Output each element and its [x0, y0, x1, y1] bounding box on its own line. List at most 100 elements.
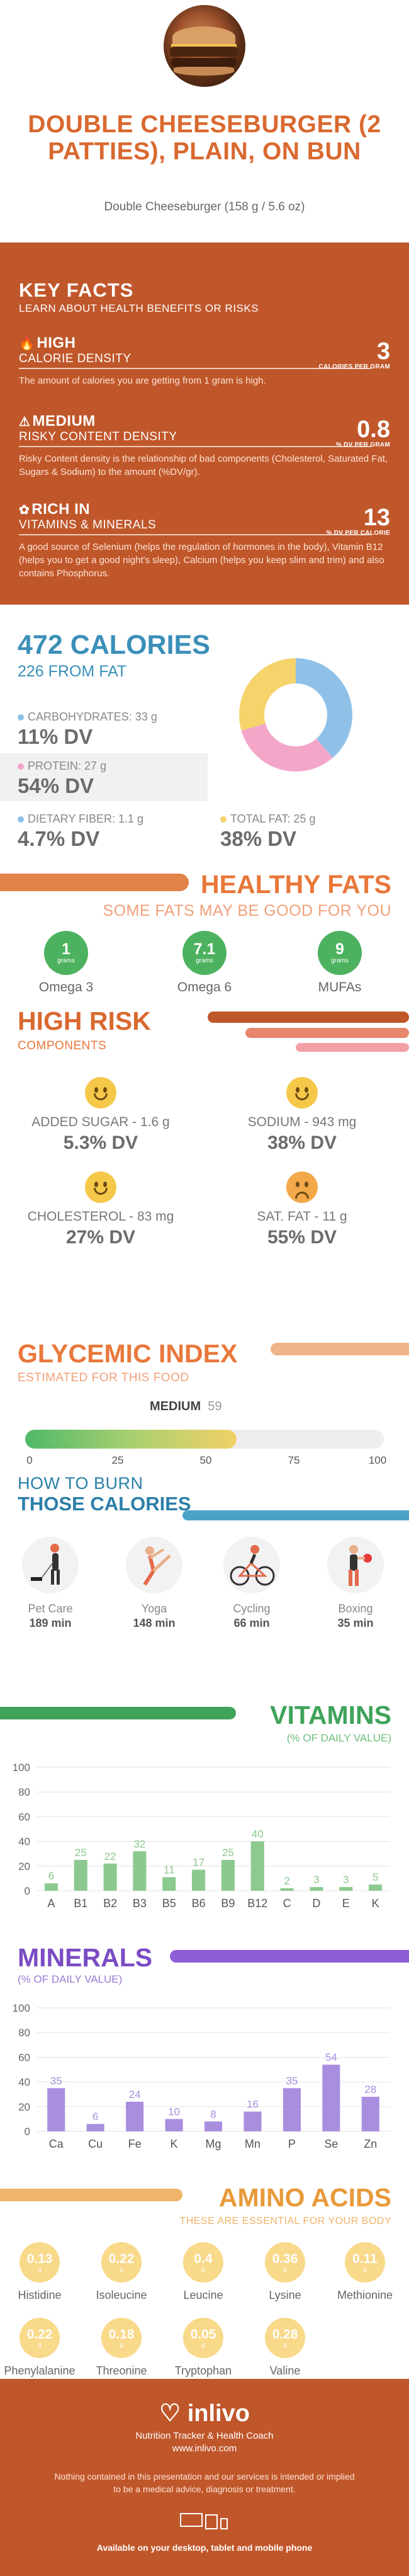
amino-acid-badge: 0.05 g [183, 2318, 223, 2358]
amino-acid-item: 0.18 g Threonine [84, 2318, 159, 2378]
footer-availability: Available on your desktop, tablet and mo… [96, 2543, 313, 2553]
vitamin-bar [133, 1851, 147, 1891]
amino-acid-item: 0.36 g Lysine [247, 2242, 323, 2302]
mineral-bar-value: 54 [325, 2051, 337, 2063]
amino-acid-label: Valine [269, 2364, 301, 2377]
mineral-bar-value: 10 [168, 2106, 180, 2117]
fat-unit: grams [331, 957, 349, 964]
vitamin-category-label: B12 [247, 1897, 267, 1910]
amino-acid-item: 0.4 g Leucine [165, 2242, 241, 2302]
vitamin-bar [339, 1887, 353, 1891]
logo: ♡ inlivo [0, 2399, 409, 2427]
mineral-bar [322, 2065, 340, 2131]
amino-acid-unit: g [38, 2341, 42, 2349]
mineral-bar [204, 2121, 223, 2131]
vitamin-bar [250, 1841, 264, 1891]
glycemic-tick: 100 [368, 1454, 387, 1466]
amino-acid-label: Histidine [18, 2289, 62, 2301]
vitamins-chart: 0204060801006A25B122B232B311B517B625B940… [13, 1762, 390, 1910]
vitamin-bar-value: 3 [313, 1874, 319, 1886]
amino-acid-value: 0.11 [352, 2251, 378, 2266]
mineral-bar [47, 2088, 65, 2131]
vitamin-y-tick: 40 [18, 1836, 30, 1848]
food-photo [164, 5, 245, 87]
vitamin-bar [74, 1860, 87, 1891]
mineral-category-label: K [171, 2138, 178, 2150]
fiber-dot-icon [18, 816, 24, 823]
minerals-subtitle: (% OF DAILY VALUE) [18, 1973, 123, 1985]
mineral-category-label: Fe [128, 2138, 142, 2150]
key-facts-section: KEY FACTS LEARN ABOUT HEALTH BENEFITS OR… [0, 242, 409, 605]
macro-donut-chart [236, 655, 356, 775]
vitamins-band [0, 1707, 236, 1719]
mineral-bar-value: 16 [247, 2099, 259, 2111]
risk-label: CHOLESTEROL - 83 mg [27, 1209, 174, 1224]
key-fact-value: 13 [363, 504, 390, 531]
amino-acid-value: 0.36 [272, 2251, 298, 2266]
glycemic-scale-fill [25, 1430, 237, 1449]
amino-acid-badge: 0.13 g [20, 2242, 60, 2282]
mineral-category-label: Mg [205, 2138, 221, 2150]
amino-acid-item: 0.13 g Histidine [2, 2242, 77, 2302]
amino-acid-badge: 0.22 g [20, 2318, 60, 2358]
activity-minutes: 35 min [337, 1617, 374, 1629]
macro-protein: PROTEIN: 27 g 54% DV [18, 760, 106, 798]
macro-label: TOTAL FAT: 25 g [230, 812, 316, 825]
activity-yoga: Yoga 148 min [113, 1537, 195, 1630]
vitamins-title: VITAMINS [270, 1701, 391, 1730]
vitamin-bar [369, 1884, 383, 1891]
calories-from-fat: 226 FROM FAT [18, 663, 127, 680]
macro-fiber: DIETARY FIBER: 1.1 g 4.7% DV [18, 812, 143, 851]
risk-sodium: SODIUM - 943 mg 38% DV [211, 1077, 393, 1154]
devices-icon [180, 2513, 228, 2529]
vitamin-bar [162, 1877, 176, 1891]
fat-unit: grams [57, 957, 75, 964]
footer-url[interactable]: www.inlivo.com [172, 2443, 237, 2454]
key-fact-description: A good source of Selenium (helps the reg… [19, 542, 384, 579]
amino-acid-unit: g [283, 2265, 287, 2273]
mineral-category-label: Ca [49, 2138, 64, 2150]
key-facts-title: KEY FACTS [19, 279, 134, 301]
serving-size: Double Cheeseburger (158 g / 5.6 oz) [104, 200, 305, 214]
amino-acid-label: Tryptophan [174, 2364, 232, 2377]
macro-dv: 54% DV [18, 774, 94, 797]
mineral-bar [244, 2111, 262, 2131]
activity-label: Pet Care [28, 1602, 73, 1615]
fat-label: Omega 6 [177, 980, 232, 994]
high-risk-stripes [208, 1012, 409, 1052]
amino-band [0, 2189, 182, 2201]
mineral-bar-value: 24 [129, 2089, 141, 2100]
key-fact-description: Risky Content density is the relationshi… [19, 453, 388, 477]
key-fact-description: The amount of calories you are getting f… [19, 375, 266, 386]
mineral-bar-value: 6 [92, 2111, 98, 2123]
macro-dv: 38% DV [220, 827, 297, 850]
mineral-bar-value: 28 [364, 2083, 376, 2095]
risk-dv: 27% DV [65, 1227, 136, 1248]
high-risk-title: HIGH RISK [18, 1006, 151, 1035]
flame-icon: 🔥 [19, 337, 35, 351]
fat-dot-icon [220, 816, 227, 823]
activity-minutes: 189 min [29, 1617, 72, 1629]
vitamin-bar-value: 6 [48, 1870, 54, 1882]
vitamin-bar-value: 17 [193, 1857, 204, 1869]
vitamin-category-label: A [47, 1897, 55, 1910]
activity-cycling: Cycling 66 min [211, 1537, 293, 1630]
fat-unit: grams [196, 957, 213, 964]
amino-acid-unit: g [120, 2265, 123, 2273]
minerals-chart: 0 20 40 60 80 100 35 Ca 6 Cu 24 Fe 10 K 8 Mg 16 Mn 35 P 54 Se… [13, 2002, 390, 2150]
macro-carbohydrates: CARBOHYDRATES: 33 g 11% DV [18, 710, 157, 749]
vitamin-category-label: B1 [74, 1897, 87, 1910]
amino-acid-unit: g [38, 2265, 42, 2273]
amino-acid-unit: g [201, 2341, 205, 2349]
amino-acid-badge: 0.28 g [265, 2318, 305, 2358]
key-fact-level: HIGH [36, 334, 76, 351]
vitamin-bar [44, 1883, 58, 1891]
risk-saturated-fat: SAT. FAT - 11 g 55% DV [211, 1171, 393, 1248]
amino-acid-item: 0.11 g Methionine [327, 2242, 403, 2302]
glycemic-band [271, 1343, 409, 1355]
key-fact-level: RICH IN [31, 501, 91, 518]
yoga-icon [126, 1537, 182, 1593]
amino-acid-label: Leucine [183, 2289, 223, 2301]
glycemic-tick: 0 [26, 1454, 33, 1466]
